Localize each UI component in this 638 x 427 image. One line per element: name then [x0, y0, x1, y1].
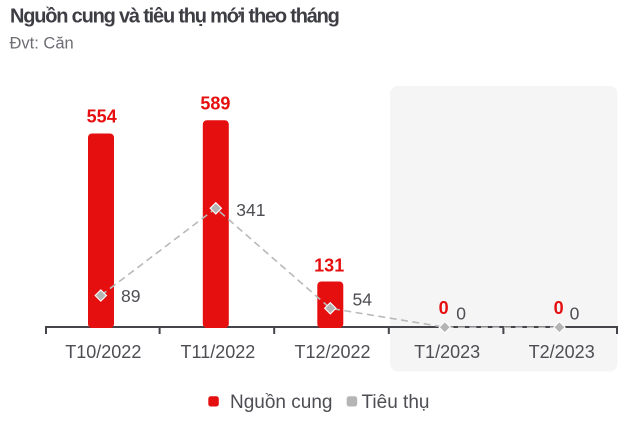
svg-text:0: 0 [439, 298, 449, 318]
svg-text:Đvt: Căn: Đvt: Căn [10, 35, 74, 53]
svg-text:T1/2023: T1/2023 [414, 342, 480, 362]
svg-text:554: 554 [87, 107, 117, 127]
svg-text:T10/2022: T10/2022 [65, 342, 141, 362]
svg-text:Nguồn cung: Nguồn cung [230, 392, 332, 413]
svg-text:Tiêu thụ: Tiêu thụ [362, 392, 430, 413]
svg-text:T12/2022: T12/2022 [294, 342, 370, 362]
svg-text:0: 0 [456, 304, 466, 324]
svg-text:589: 589 [200, 93, 230, 113]
svg-text:0: 0 [570, 304, 580, 324]
svg-text:T11/2022: T11/2022 [181, 342, 256, 362]
svg-text:0: 0 [554, 298, 564, 318]
svg-text:89: 89 [121, 286, 140, 306]
svg-text:T2/2023: T2/2023 [529, 342, 595, 362]
svg-text:54: 54 [353, 290, 373, 310]
svg-text:341: 341 [236, 200, 265, 220]
svg-text:131: 131 [314, 256, 344, 276]
svg-text:Nguồn cung và tiêu thụ mới the: Nguồn cung và tiêu thụ mới theo tháng [10, 5, 339, 27]
